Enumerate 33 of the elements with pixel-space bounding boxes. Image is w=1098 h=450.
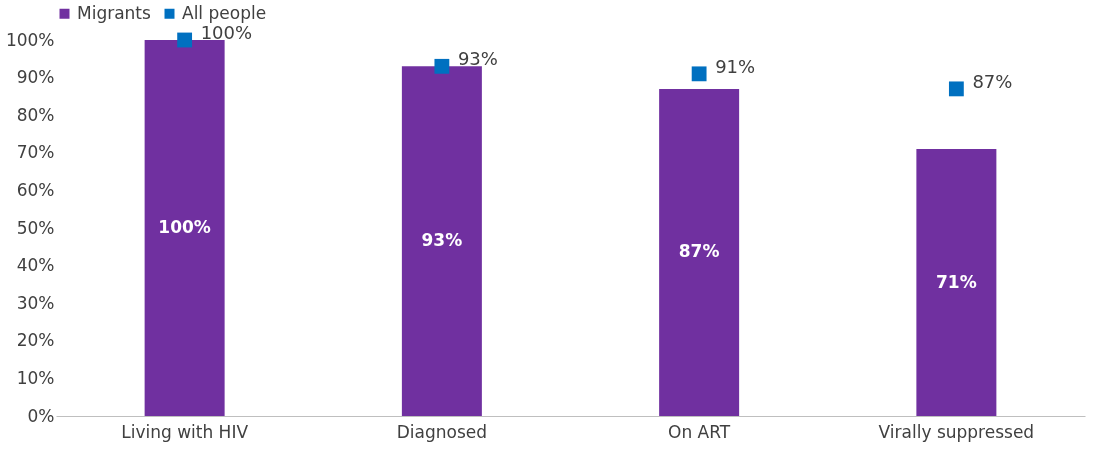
- point: [177, 32, 193, 48]
- y-tick-label: 60%: [16, 179, 55, 200]
- y-tick-label: 90%: [16, 67, 55, 88]
- bar: [401, 66, 482, 416]
- y-tick-label: 0%: [27, 405, 55, 426]
- bar: [659, 88, 740, 416]
- x-tick-label: Diagnosed: [396, 421, 488, 442]
- y-tick-label: 20%: [16, 330, 55, 351]
- data-label: 87%: [678, 241, 720, 262]
- bar: [916, 149, 997, 416]
- legend-label: All people: [182, 2, 267, 23]
- y-tick-label: 30%: [16, 292, 55, 313]
- x-tick-label: Living with HIV: [121, 421, 249, 442]
- y-tick-label: 40%: [16, 255, 55, 276]
- y-tick-label: 70%: [16, 142, 55, 163]
- data-label: 100%: [200, 22, 253, 43]
- point: [691, 66, 707, 82]
- point: [434, 58, 450, 74]
- y-tick-label: 10%: [16, 367, 55, 388]
- data-label: 100%: [158, 217, 211, 237]
- data-label: 91%: [715, 55, 756, 77]
- data-label: 93%: [457, 48, 498, 70]
- x-tick-label: Virally suppressed: [878, 421, 1035, 442]
- y-tick-label: 80%: [16, 104, 55, 125]
- legend-label: Migrants: [77, 2, 152, 23]
- data-label: 93%: [421, 230, 463, 251]
- y-tick-label: 50%: [16, 217, 55, 238]
- point: [948, 81, 964, 97]
- y-tick-label: 100%: [5, 29, 55, 50]
- x-tick-label: On ART: [668, 421, 731, 442]
- data-label: 87%: [972, 70, 1013, 92]
- data-label: 71%: [936, 271, 977, 292]
- bar: [144, 40, 225, 416]
